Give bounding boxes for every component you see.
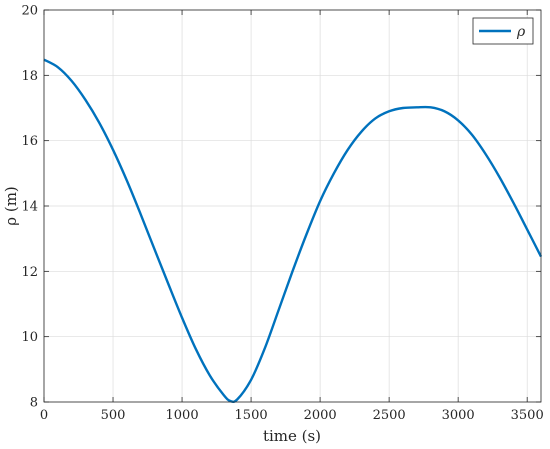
x-tick-label: 1000 [166, 408, 199, 423]
y-tick-label: 20 [21, 4, 38, 19]
series-line-0 [43, 58, 543, 404]
y-tick-label: 12 [21, 265, 38, 280]
x-tick-label: 500 [101, 408, 126, 423]
y-tick-label: 18 [21, 69, 38, 84]
x-tick-label: 2000 [304, 408, 337, 423]
x-tick-label: 2500 [373, 408, 406, 423]
legend: ρ [472, 17, 534, 45]
ticks [43, 9, 541, 403]
x-tick-label: 0 [40, 408, 48, 423]
x-tick-label: 3500 [511, 408, 544, 423]
series-layer [43, 58, 543, 404]
y-tick-label: 16 [21, 134, 38, 149]
tick-labels: 0 500 1000 1500 2000 2500 3000 3500 8 10 12 14 16 18 2… [21, 4, 543, 424]
y-tick-label: 10 [21, 330, 38, 345]
x-tick-label: 1500 [235, 408, 268, 423]
y-tick-label: 14 [21, 200, 38, 215]
x-tick-label: 3000 [442, 408, 475, 423]
y-tick-label: 8 [30, 396, 38, 411]
legend-label: ρ [516, 24, 526, 40]
y-axis-label: ρ (m) [2, 186, 20, 226]
x-axis-label: time (s) [263, 427, 321, 445]
